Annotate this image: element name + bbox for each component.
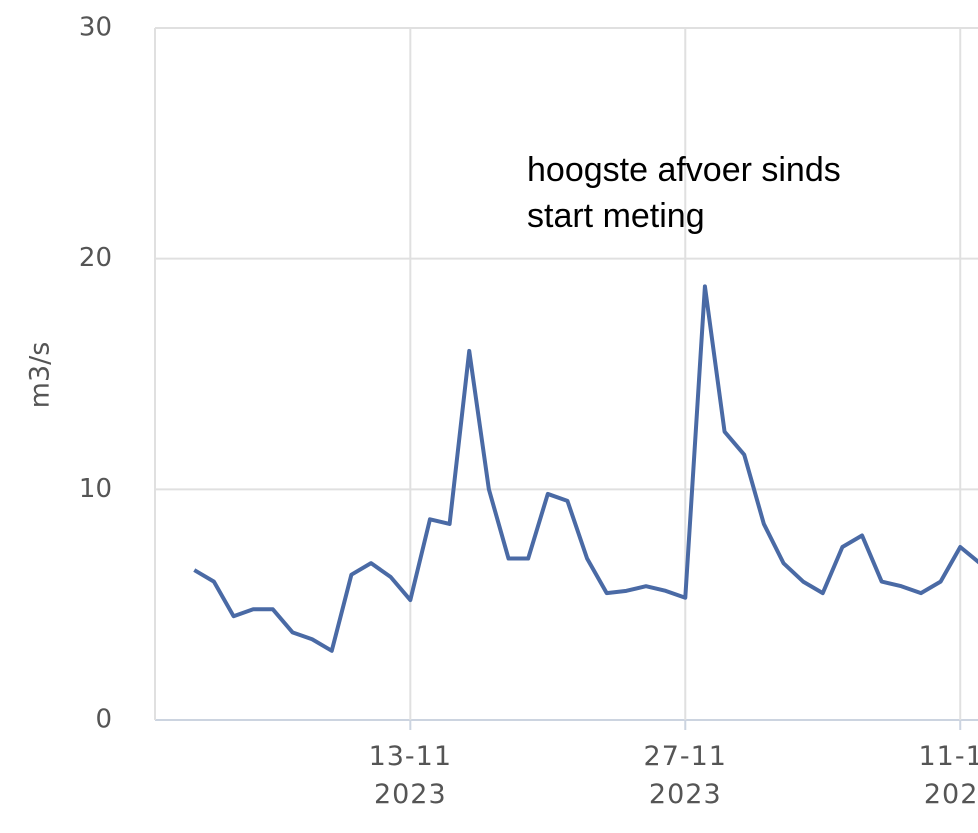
y-tick-label: 30 <box>79 13 112 43</box>
data-line <box>193 284 978 653</box>
y-tick-label: 0 <box>95 705 112 735</box>
y-tick-label: 20 <box>79 243 112 273</box>
x-tick-label: 11-12 2023 <box>918 741 978 810</box>
y-axis-label: m3/s <box>24 341 56 409</box>
x-tick-label: 27-11 2023 <box>643 741 727 810</box>
y-tick-label: 10 <box>79 474 112 504</box>
x-tick-label: 13-11 2023 <box>368 741 453 810</box>
annotation: hoogste afvoer sinds start meting <box>527 151 841 235</box>
